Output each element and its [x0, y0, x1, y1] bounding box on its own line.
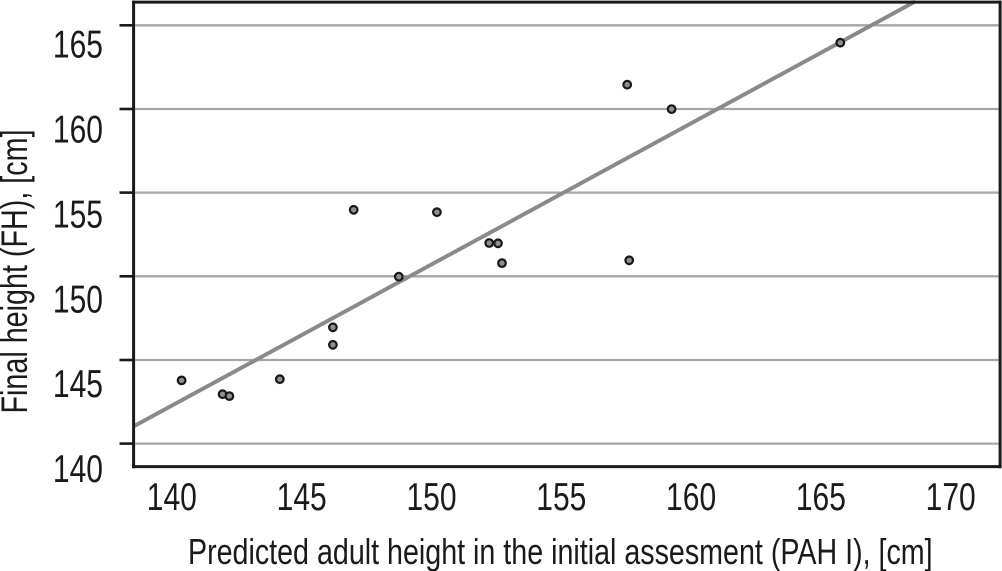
svg-text:150: 150 [406, 475, 456, 519]
svg-text:170: 170 [926, 475, 976, 519]
svg-text:140: 140 [147, 475, 197, 519]
svg-text:145: 145 [53, 362, 103, 406]
svg-text:Final height (FH), [cm]: Final height (FH), [cm] [0, 129, 35, 413]
svg-text:155: 155 [536, 475, 586, 519]
svg-text:165: 165 [796, 475, 846, 519]
svg-text:145: 145 [277, 475, 327, 519]
svg-text:150: 150 [53, 278, 103, 322]
svg-text:160: 160 [53, 108, 103, 152]
svg-text:155: 155 [53, 193, 103, 237]
svg-text:165: 165 [53, 23, 103, 67]
svg-text:160: 160 [666, 475, 716, 519]
svg-text:140: 140 [53, 447, 103, 491]
svg-text:Predicted adult height in the: Predicted adult height in the initial as… [188, 530, 933, 571]
